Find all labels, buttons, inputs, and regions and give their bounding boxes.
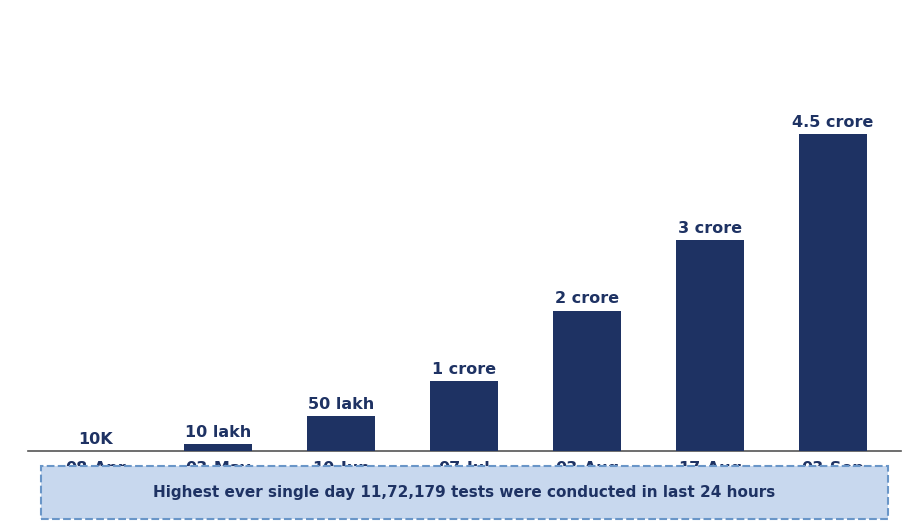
Text: Highest ever single day 11,72,179 tests were conducted in last 24 hours: Highest ever single day 11,72,179 tests …: [153, 485, 776, 500]
Text: 10 lakh: 10 lakh: [185, 425, 251, 440]
Bar: [185, 445, 252, 451]
Text: 10K: 10K: [78, 432, 112, 447]
Text: 3 crore: 3 crore: [678, 221, 742, 236]
Text: 50 lakh: 50 lakh: [308, 397, 374, 412]
Bar: [800, 134, 867, 451]
Text: 2 crore: 2 crore: [555, 291, 619, 306]
Text: 4.5 crore: 4.5 crore: [792, 115, 874, 130]
Bar: [307, 416, 375, 451]
Text: 1 crore: 1 crore: [432, 362, 496, 377]
FancyBboxPatch shape: [40, 466, 888, 519]
Bar: [430, 381, 498, 451]
Text: Exponential Increase in Testing: Exponential Increase in Testing: [38, 31, 575, 60]
Bar: [676, 240, 743, 451]
Bar: [553, 310, 621, 451]
